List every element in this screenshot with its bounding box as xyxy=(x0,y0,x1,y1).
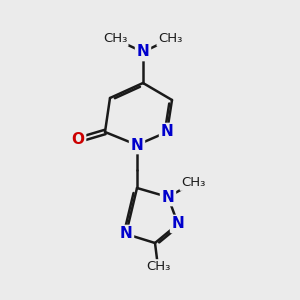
Text: O: O xyxy=(71,133,85,148)
Text: CH₃: CH₃ xyxy=(158,32,182,46)
Text: N: N xyxy=(130,137,143,152)
Text: N: N xyxy=(160,124,173,140)
Text: N: N xyxy=(162,190,174,205)
Text: N: N xyxy=(120,226,132,242)
Text: N: N xyxy=(136,44,149,59)
Text: N: N xyxy=(172,217,184,232)
Text: CH₃: CH₃ xyxy=(181,176,205,190)
Text: CH₃: CH₃ xyxy=(146,260,170,274)
Text: CH₃: CH₃ xyxy=(103,32,127,46)
